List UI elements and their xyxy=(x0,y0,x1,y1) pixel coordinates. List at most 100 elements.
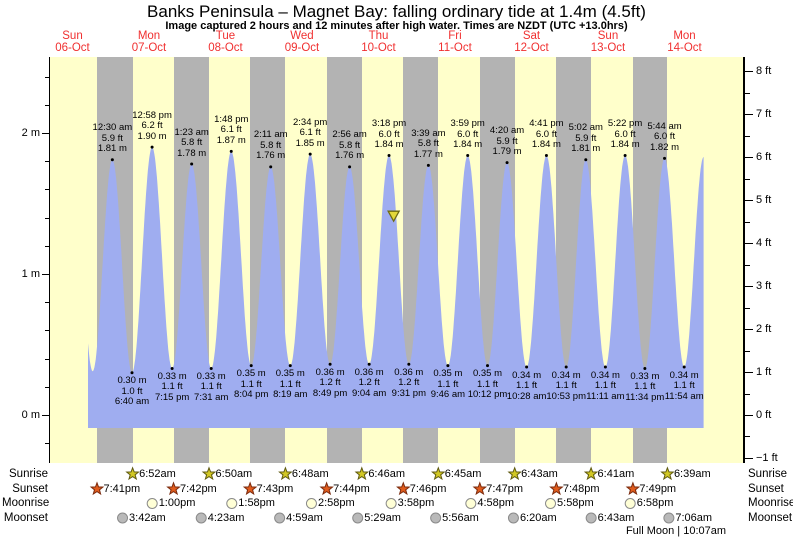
sunrise-time: 6:39am xyxy=(673,467,711,480)
left-axis-tick-label: 2 m xyxy=(21,127,40,139)
right-axis-major-tick xyxy=(744,457,753,459)
moonrise-icon xyxy=(624,498,636,509)
high-tide-label: 4:20 am 5.9 ft 1.79 m xyxy=(489,125,525,158)
right-axis-major-tick xyxy=(744,329,753,331)
sunrise-time: 6:43am xyxy=(521,467,558,480)
moonrise-time: 1:58pm xyxy=(238,497,275,509)
high-tide-label: 12:30 am 5.9 ft 1.81 m xyxy=(92,122,133,155)
high-tide-label: 1:48 pm 6.1 ft 1.87 m xyxy=(214,113,249,146)
left-axis-major-tick xyxy=(41,133,50,134)
sunrise-icon xyxy=(507,466,522,481)
sunset-icon xyxy=(89,481,105,496)
moonset-time: 5:29am xyxy=(364,511,401,524)
low-tide-label: 0.33 m 1.1 ft 7:15 pm xyxy=(154,370,190,403)
moonset-icon xyxy=(507,512,519,524)
left-axis-minor-tick xyxy=(44,302,50,304)
right-axis-major-tick xyxy=(744,372,753,374)
left-axis-minor-tick xyxy=(44,245,50,247)
high-tide-label: 2:11 am 5.8 ft 1.76 m xyxy=(253,129,288,162)
sunset-icon xyxy=(242,481,258,496)
low-tide-label: 0.35 m 1.1 ft 9:46 am xyxy=(430,368,466,401)
sunrise-time: 6:45am xyxy=(444,467,482,480)
low-tide-label: 0.34 m 1.1 ft 10:53 pm xyxy=(546,369,586,402)
right-axis-tick-label: 0 ft xyxy=(756,409,772,421)
right-axis-tick-label: 5 ft xyxy=(756,194,772,207)
date-label: Thu 10-Oct xyxy=(361,30,396,54)
right-axis-tick-label: −1 ft xyxy=(756,451,778,464)
high-tide-label: 2:34 pm 6.1 ft 1.85 m xyxy=(293,116,328,149)
chart-subtitle: Image captured 2 hours and 12 minutes af… xyxy=(165,20,628,32)
moonrise-row-label-left: Moonrise xyxy=(2,497,50,509)
sunrise-icon xyxy=(431,466,446,481)
moonset-time: 5:56am xyxy=(442,511,479,524)
sunrise-time: 6:50am xyxy=(215,467,253,480)
moonset-icon xyxy=(663,512,675,524)
sunrise-icon xyxy=(201,466,217,481)
right-axis-tick-label: 4 ft xyxy=(756,237,772,250)
sunset-icon xyxy=(166,481,181,496)
moonrise-time: 3:58pm xyxy=(397,497,435,509)
left-axis-line xyxy=(48,57,51,463)
night-band xyxy=(403,57,439,463)
moonset-time: 6:43am xyxy=(597,511,635,524)
moonset-time: 4:23am xyxy=(207,511,245,524)
moonset-icon xyxy=(117,512,129,524)
date-label: Sat 12-Oct xyxy=(514,30,549,54)
low-tide-label: 0.34 m 1.1 ft 10:28 am xyxy=(506,369,547,402)
date-label: Mon 14-Oct xyxy=(667,30,702,54)
moonrise-time: 1:00pm xyxy=(158,497,196,509)
sunrise-icon xyxy=(660,466,675,481)
day-band xyxy=(50,57,97,463)
moonset-row-label-right: Moonset xyxy=(748,512,793,524)
right-axis-tick-label: 2 ft xyxy=(756,323,772,336)
moonrise-time: 6:58pm xyxy=(636,497,674,509)
moonrise-icon xyxy=(545,498,557,509)
moonrise-icon xyxy=(146,498,158,509)
sunrise-icon xyxy=(278,466,293,481)
left-axis-major-tick xyxy=(41,274,50,275)
right-axis-major-tick xyxy=(744,200,753,202)
moonrise-icon xyxy=(465,498,477,509)
moonset-icon xyxy=(195,512,207,524)
sunset-row-label-left: Sunset xyxy=(12,483,48,495)
sunrise-icon xyxy=(125,466,140,481)
sunrise-time: 6:52am xyxy=(139,467,176,480)
date-label: Mon 07-Oct xyxy=(131,30,167,54)
right-axis-tick-label: 3 ft xyxy=(756,280,772,293)
moonrise-time: 2:58pm xyxy=(317,497,355,509)
low-tide-label: 0.36 m 1.2 ft 9:04 am xyxy=(351,366,387,399)
low-tide-label: 0.35 m 1.1 ft 8:04 pm xyxy=(234,368,269,401)
right-axis-major-tick xyxy=(744,243,753,245)
low-tide-label: 0.35 m 1.1 ft 10:12 pm xyxy=(467,368,508,401)
right-axis-tick-label: 1 ft xyxy=(756,366,772,379)
low-tide-label: 0.36 m 1.2 ft 8:49 pm xyxy=(312,366,348,399)
left-axis-minor-tick xyxy=(44,386,50,388)
high-tide-label: 12:58 pm 6.2 ft 1.90 m xyxy=(132,109,172,142)
moonset-time: 6:20am xyxy=(519,511,557,524)
sunset-time: 7:49pm xyxy=(639,482,677,495)
sunrise-row-label-right: Sunrise xyxy=(748,468,787,480)
date-label: Tue 08-Oct xyxy=(208,30,243,54)
left-axis-minor-tick xyxy=(44,76,50,78)
left-axis-minor-tick xyxy=(44,217,50,219)
right-axis-major-tick xyxy=(744,415,753,416)
high-tide-label: 5:02 am 5.9 ft 1.81 m xyxy=(568,122,603,155)
sunset-time: 7:47pm xyxy=(486,482,523,495)
date-label: Sun 13-Oct xyxy=(590,30,626,54)
low-tide-label: 0.33 m 1.1 ft 11:34 pm xyxy=(625,370,665,403)
right-axis-tick-label: 6 ft xyxy=(756,151,772,164)
right-axis-minor-tick xyxy=(744,436,750,438)
sunrise-icon xyxy=(583,466,599,481)
high-tide-label: 1:23 am 5.8 ft 1.78 m xyxy=(174,126,209,159)
sunset-row-label-right: Sunset xyxy=(748,483,784,495)
sunset-time: 7:48pm xyxy=(562,482,600,495)
moonset-icon xyxy=(430,512,442,524)
low-tide-label: 0.33 m 1.1 ft 7:31 am xyxy=(194,370,229,403)
right-axis-minor-tick xyxy=(744,350,750,352)
high-tide-label: 3:59 pm 6.0 ft 1.84 m xyxy=(450,118,485,151)
moonset-row-label-left: Moonset xyxy=(3,512,48,524)
moonset-icon xyxy=(352,512,364,524)
right-axis-minor-tick xyxy=(744,264,750,266)
sunrise-row-label-left: Sunrise xyxy=(9,468,48,480)
